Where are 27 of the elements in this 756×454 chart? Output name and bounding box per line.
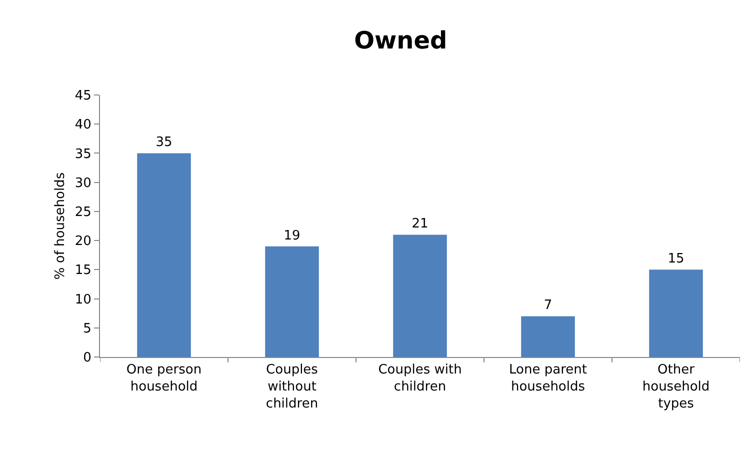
- data-label: 15: [668, 252, 684, 267]
- bar: [649, 270, 703, 357]
- bar: [265, 246, 319, 357]
- y-tick-label: 30: [74, 176, 92, 191]
- x-tick-label: Lone parent households: [509, 362, 587, 394]
- data-label: 7: [544, 298, 552, 314]
- chart-title: Owned: [354, 26, 448, 55]
- x-tick-label: Other household types: [642, 362, 710, 412]
- data-label: 19: [284, 228, 300, 244]
- bar: [137, 153, 191, 357]
- bar: [521, 316, 575, 357]
- x-tick-label: Couples without children: [266, 362, 318, 412]
- y-tick-label: 40: [74, 118, 92, 133]
- x-tick-label: Couples with children: [378, 362, 462, 394]
- y-tick-label: 0: [83, 350, 92, 366]
- y-axis-title: % of households: [53, 172, 68, 280]
- y-tick-label: 5: [83, 321, 92, 336]
- y-tick-label: 35: [74, 146, 92, 162]
- bar: [393, 234, 447, 357]
- y-tick-label: 25: [74, 204, 92, 220]
- y-tick-label: 45: [74, 88, 92, 104]
- y-tick-label: 10: [74, 292, 92, 308]
- y-tick-label: 15: [74, 263, 92, 278]
- data-label: 21: [412, 216, 428, 232]
- data-label: 35: [156, 135, 172, 150]
- x-tick-label: One person household: [126, 362, 202, 394]
- y-tick-label: 20: [74, 234, 92, 250]
